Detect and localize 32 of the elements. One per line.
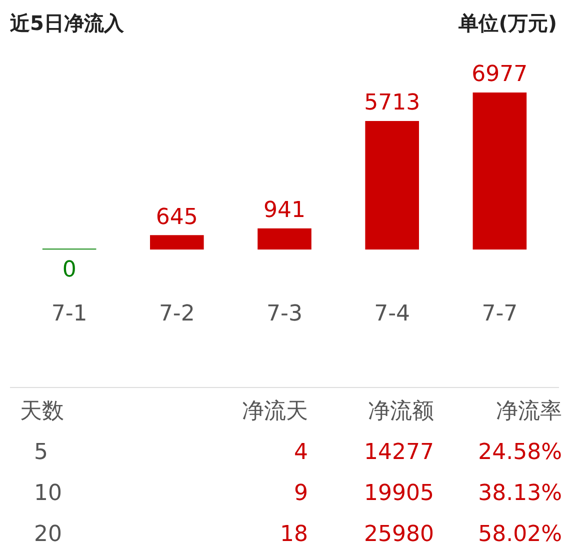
- bar: [150, 235, 204, 250]
- text: 10: [34, 480, 62, 508]
- x-tick-label: 7-7: [482, 302, 518, 327]
- text: 18: [280, 521, 308, 549]
- text: 4: [294, 439, 308, 467]
- text: 净流额: [368, 398, 434, 426]
- x-tick-label: 7-4: [374, 302, 410, 327]
- text: 25980: [364, 521, 434, 549]
- data-label: 645: [156, 204, 198, 230]
- text: 净流率: [496, 398, 562, 426]
- text: 9: [294, 480, 308, 508]
- data-label: 5713: [364, 90, 420, 116]
- bar: [258, 228, 312, 250]
- text: 天数: [20, 398, 64, 426]
- text: 20: [34, 521, 62, 549]
- data-label: 941: [264, 198, 306, 224]
- x-tick-label: 7-3: [266, 302, 302, 327]
- x-tick-label: 7-1: [51, 302, 88, 327]
- x-tick-label: 7-2: [158, 302, 195, 327]
- text: 58.02%: [478, 521, 562, 549]
- bar: [365, 120, 419, 250]
- text: 净流天: [242, 398, 308, 426]
- data-label: 6977: [472, 62, 528, 88]
- text: 24.58%: [478, 439, 562, 467]
- data-label: 0: [62, 257, 76, 282]
- chart-title: 近5日净流入: [10, 10, 124, 37]
- bar: [472, 92, 527, 250]
- chart-subtitle: 单位(万元): [458, 10, 557, 37]
- text: 14277: [364, 439, 434, 467]
- text: 5: [34, 439, 48, 467]
- text: 19905: [364, 480, 434, 508]
- text: 38.13%: [478, 480, 562, 508]
